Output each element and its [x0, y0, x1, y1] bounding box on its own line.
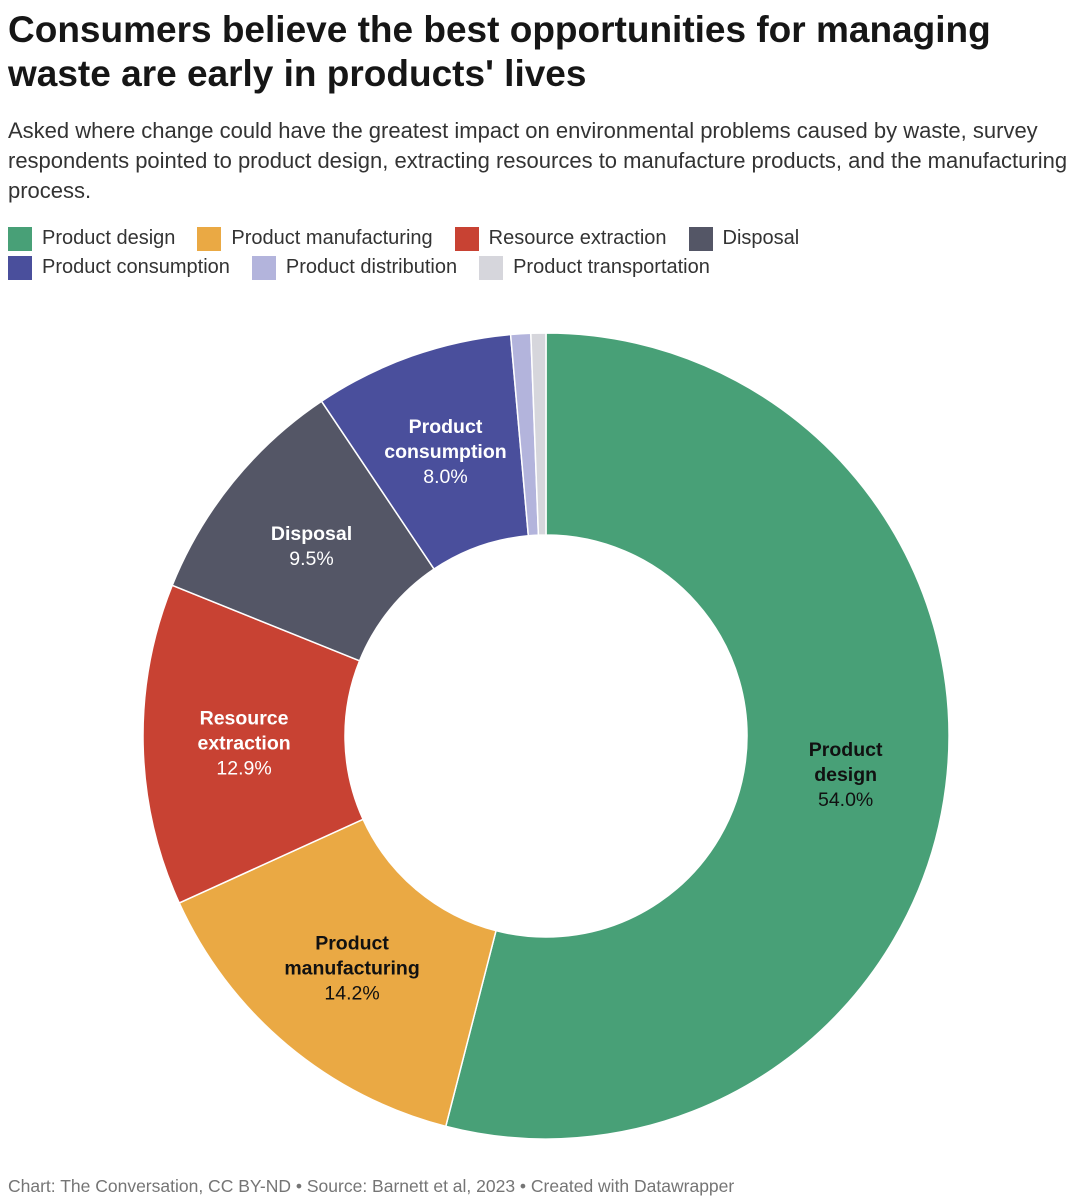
slice-name: consumption — [384, 441, 506, 463]
donut-chart: Product design 54.0% Product manufacturing 14… — [142, 332, 950, 1140]
chart-footer: Chart: The Conversation, CC BY-ND • Sour… — [8, 1176, 735, 1196]
slice-name: design — [814, 764, 877, 786]
slice-name: Product — [809, 739, 883, 761]
legend-label: Product manufacturing — [231, 227, 433, 249]
legend-label: Product transportation — [513, 256, 710, 278]
legend-row: Product consumption Product distribution P… — [8, 253, 1068, 282]
chart-subtitle: Asked where change could have the greate… — [8, 118, 1068, 203]
legend-item: Product distribution — [251, 253, 458, 282]
legend-label: Product consumption — [42, 256, 230, 278]
slice-value: 14.2% — [324, 982, 379, 1004]
slice-label: Resource extraction 12.9% — [197, 708, 290, 780]
legend-label: Resource extraction — [488, 227, 667, 249]
slice-value: 9.5% — [289, 548, 333, 570]
legend-label: Product distribution — [285, 256, 458, 278]
slice-name: Disposal — [271, 523, 352, 545]
legend-swatch — [8, 226, 32, 251]
legend-swatch — [8, 255, 32, 280]
legend-swatch — [688, 226, 713, 251]
slice-label: Product design 54.0% — [809, 739, 883, 811]
slice-name: Resource — [200, 708, 289, 730]
slice-resource-extraction — [142, 584, 365, 904]
slice-name: extraction — [197, 733, 290, 755]
slice-value: 54.0% — [818, 789, 873, 811]
legend-swatch — [251, 255, 276, 280]
legend-item: Disposal — [688, 224, 800, 253]
slice-label: Product consumption 8.0% — [384, 416, 506, 488]
slice-name: manufacturing — [284, 957, 419, 979]
chart-title: Consumers believe the best opportunities… — [8, 9, 991, 94]
legend-row: Product design Product manufacturing Resou… — [8, 224, 1068, 253]
legend-item: Product design — [8, 224, 175, 253]
slice-label: Product manufacturing 14.2% — [284, 932, 419, 1004]
legend-swatch — [454, 226, 479, 251]
legend-label: Disposal — [722, 227, 800, 249]
legend-swatch — [197, 226, 222, 251]
slice-name: Product — [315, 932, 389, 954]
slice-value: 12.9% — [216, 758, 271, 780]
slice-product-manufacturing — [178, 818, 497, 1128]
legend-label: Product design — [42, 227, 176, 249]
slice-label: Disposal 9.5% — [271, 523, 352, 570]
legend-item: Product transportation — [479, 253, 710, 282]
legend-item: Resource extraction — [454, 224, 667, 253]
slice-value: 8.0% — [423, 466, 467, 488]
slice-product-transportation — [530, 332, 547, 536]
slice-product-design — [444, 332, 950, 1140]
slice-name: Product — [409, 416, 483, 438]
chart-legend: Product design Product manufacturing Resou… — [8, 224, 1068, 282]
legend-item: Product consumption — [8, 253, 230, 282]
legend-item: Product manufacturing — [197, 224, 433, 253]
legend-swatch — [479, 255, 504, 280]
